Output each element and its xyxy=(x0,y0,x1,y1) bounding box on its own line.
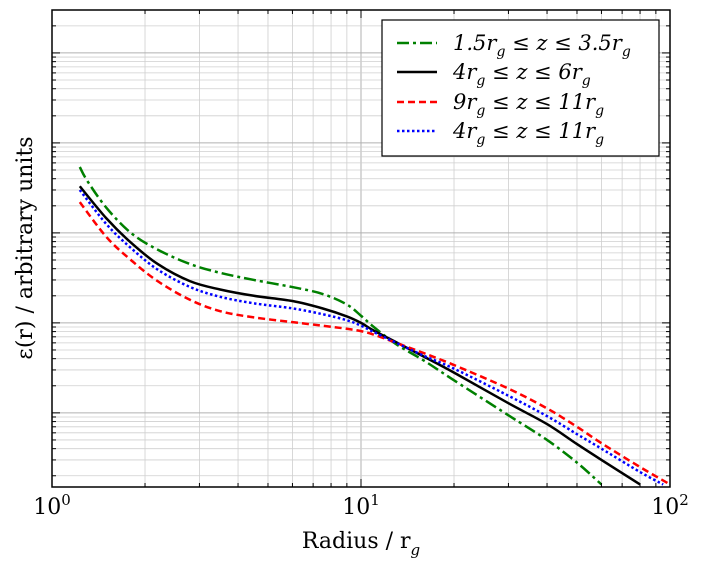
series-line-4 xyxy=(78,189,664,486)
ticks xyxy=(51,9,670,487)
legend: 1.5rg ≤ z ≤ 3.5rg 4rg ≤ z ≤ 6rg 9rg ≤ z … xyxy=(381,19,660,157)
legend-label-4: 4rg ≤ z ≤ 11rg xyxy=(452,119,604,148)
legend-label-1: 1.5rg ≤ z ≤ 3.5rg xyxy=(453,31,631,60)
x-axis-title: Radius / rg xyxy=(302,529,420,559)
legend-label-2: 4rg ≤ z ≤ 6rg xyxy=(452,60,591,89)
x-tick-label-2: 101 xyxy=(342,491,380,520)
series-group xyxy=(78,166,670,486)
legend-label-3: 9rg ≤ z ≤ 11rg xyxy=(453,90,604,119)
x-tick-label-1: 100 xyxy=(33,491,71,520)
y-axis-title: ε(r) / arbitrary units xyxy=(13,136,38,359)
series-line-2 xyxy=(78,185,641,486)
series-line-1 xyxy=(78,166,603,486)
series-line-3 xyxy=(78,201,670,486)
x-tick-label-3: 102 xyxy=(651,491,689,520)
